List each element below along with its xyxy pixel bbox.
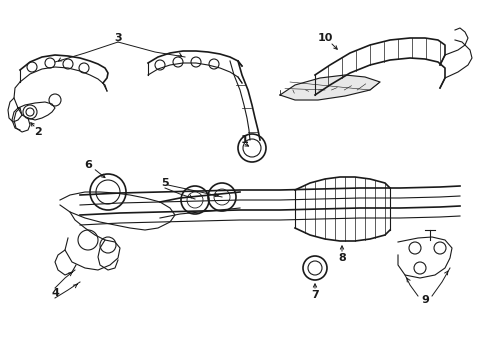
Text: 1: 1 [241, 135, 248, 145]
Text: 3: 3 [114, 33, 122, 43]
Polygon shape [280, 75, 379, 100]
Text: 7: 7 [310, 290, 318, 300]
Text: 10: 10 [317, 33, 332, 43]
Text: 9: 9 [420, 295, 428, 305]
Text: 2: 2 [34, 127, 42, 137]
Text: 6: 6 [84, 160, 92, 170]
Text: 5: 5 [161, 178, 168, 188]
Text: 4: 4 [51, 288, 59, 298]
Text: 8: 8 [337, 253, 345, 263]
